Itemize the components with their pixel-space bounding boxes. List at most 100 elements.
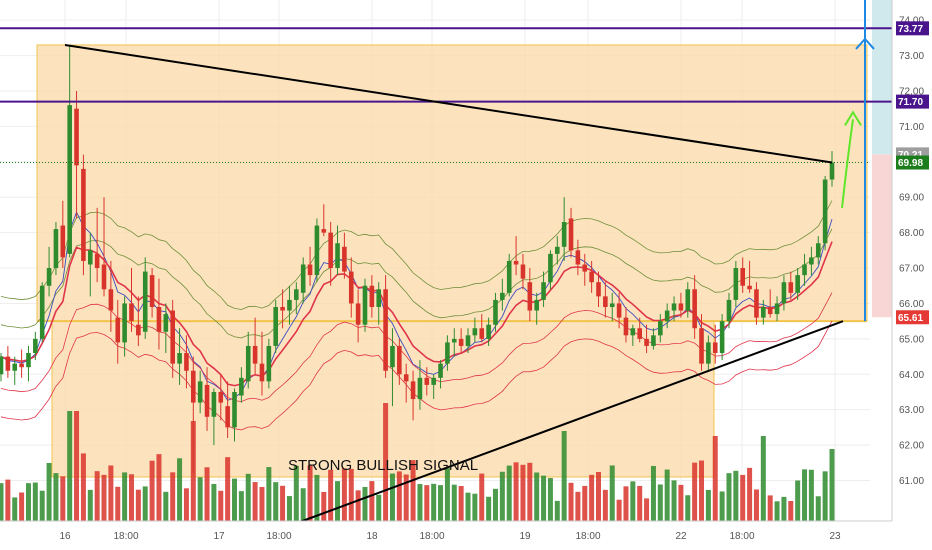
volume-bar [252,482,258,521]
volume-bar [376,494,382,521]
volume-bar [561,431,567,521]
volume-bar [46,463,52,521]
volume-bar [355,490,361,521]
blue-arrow-head [855,37,875,50]
green-arrow-head [844,110,862,126]
candle-body [136,324,141,336]
candle-body [788,282,794,293]
volume-bar [348,468,354,521]
volume-bar [383,403,389,521]
y-tick-label: 64.00 [899,370,924,381]
volume-bar [733,470,739,521]
candle-body [403,374,409,382]
candle-body [300,264,306,293]
candle-body [802,264,807,276]
y-tick-label: 74.00 [899,16,924,27]
upper-band-outer [0,200,833,310]
price-level-badge [896,310,929,325]
candle-body [719,321,725,354]
candle-body [465,335,471,346]
volume-bar [266,467,272,521]
volume-bar [637,485,643,521]
candle-body [451,338,457,343]
candle-body [397,345,402,375]
volume-bar [644,498,650,521]
candle-body [623,317,629,336]
volume-bar [822,471,828,521]
volume-bar [781,496,787,521]
candle-body [74,108,79,166]
candle-body [115,317,121,343]
volume-bar [115,486,121,521]
y-tick-label: 65.00 [899,334,924,345]
candle-body [163,314,169,332]
volume-bar [204,467,210,521]
volume-bar [163,491,169,521]
volume-bar [664,469,670,521]
candle-body [637,328,643,339]
candle-body [603,296,608,307]
candle-body [335,243,340,269]
volume-bar [238,491,244,521]
volume-bar [232,478,238,521]
x-tick-label: 18 [366,531,378,542]
volume-bar [362,486,368,521]
candle-body [26,353,31,368]
candle-body [342,246,347,272]
volume-bar [788,501,794,521]
price-level-label: 71.70 [898,97,923,108]
volume-bar [87,489,93,521]
volume-bar [753,489,759,521]
volume-bar [74,411,80,521]
candle-body [390,345,395,368]
volume-bar [149,460,155,521]
x-tick-label: 18:00 [113,531,138,542]
candle-body [568,218,574,251]
candle-body [527,282,533,311]
volume-bar [444,468,450,521]
volume-bar [438,485,444,521]
candle-body [218,391,224,403]
volume-bar [499,471,505,521]
x-tick-label: 18:00 [575,531,600,542]
volume-bar [795,480,801,521]
volume-bar [479,473,485,521]
candle-body [609,303,615,307]
volume-bar [128,474,134,521]
price-level-label: 69.98 [898,158,923,169]
volume-bar [609,465,615,521]
candle-body [534,299,539,311]
candle-body [472,328,478,336]
time-axis-bg [0,521,932,550]
volume-bar [293,465,299,521]
volume-bar [135,489,141,521]
price-level-badge [896,21,929,36]
candle-body [678,303,684,311]
volume-bar [623,486,629,521]
volume-bar [53,473,59,521]
candle-body [376,289,382,307]
loss-zone [872,154,892,318]
volume-bar [492,488,498,521]
volume-bar [245,473,251,521]
volume-bar [403,474,409,521]
volume-bar [726,473,732,521]
volume-bar [170,472,176,521]
candle-body [362,285,368,325]
candle-body [767,306,773,315]
volume-bar [699,460,705,521]
candle-body [280,306,285,311]
green-up-arrow [841,119,854,208]
candle-body [149,275,155,307]
volume-bar [568,482,574,521]
volume-bar [802,469,808,521]
volume-bar [341,468,347,521]
candle-body [252,345,258,364]
candle-body [829,162,835,180]
candle-body [520,264,526,279]
volume-bar [671,480,677,521]
candle-body [410,381,416,400]
trend-layer [64,43,844,524]
